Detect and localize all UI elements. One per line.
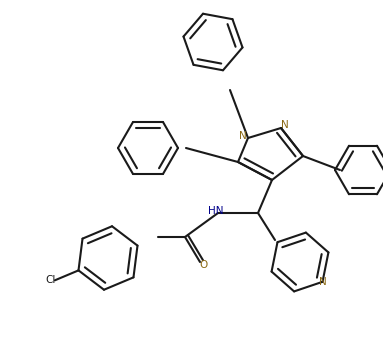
Text: N: N [281,120,289,130]
Text: N: N [319,277,326,287]
Text: HN: HN [208,206,224,216]
Text: Cl: Cl [46,275,56,285]
Text: O: O [199,260,207,270]
Text: N: N [239,131,247,141]
